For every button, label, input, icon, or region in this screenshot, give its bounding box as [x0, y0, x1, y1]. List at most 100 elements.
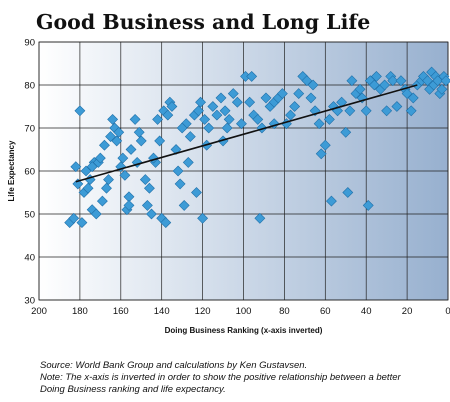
data-point [422, 75, 433, 87]
data-point [182, 156, 194, 168]
data-point [178, 199, 190, 211]
data-point [371, 70, 382, 82]
data-point [305, 92, 317, 104]
data-point [387, 75, 399, 87]
gridlines [38, 41, 449, 301]
x-tick-label: 100 [236, 306, 252, 317]
data-point [123, 199, 135, 211]
data-point [144, 182, 155, 194]
data-point [154, 135, 166, 147]
data-point [160, 217, 172, 229]
data-point [342, 187, 354, 198]
data-point [405, 105, 417, 117]
data-point [82, 182, 94, 194]
trend-line [75, 84, 418, 183]
data-point [107, 113, 119, 125]
data-point [368, 79, 380, 91]
data-point [125, 144, 137, 155]
data-point [301, 75, 313, 87]
data-point [307, 79, 319, 91]
data-point [344, 105, 356, 117]
data-point [313, 118, 325, 130]
data-point [207, 101, 219, 112]
data-point [76, 217, 88, 229]
data-point [223, 113, 235, 125]
y-axis: 30 40 50 60 70 80 90 [24, 38, 35, 307]
y-tick-label: 30 [24, 296, 35, 307]
data-point [391, 101, 403, 112]
x-tick-label: 0 [445, 306, 450, 317]
data-point [193, 105, 204, 117]
data-point [236, 118, 247, 130]
data-point [260, 92, 272, 104]
data-point [113, 126, 125, 138]
data-point [96, 195, 108, 207]
y-axis-label: Life Expectancy [7, 140, 16, 201]
data-point [203, 122, 215, 134]
data-point [74, 105, 86, 117]
data-point [293, 88, 305, 100]
data-point [86, 161, 98, 173]
axis-note-line2: Doing Business ranking and life expectan… [40, 384, 226, 395]
x-tick-label: 120 [195, 306, 211, 317]
data-point [141, 199, 153, 211]
data-point [139, 174, 151, 186]
data-point [199, 113, 211, 125]
data-point [135, 135, 147, 147]
data-point [211, 109, 223, 121]
data-point [440, 75, 450, 87]
data-point [68, 212, 80, 224]
data-point [246, 70, 258, 82]
x-tick-label: 180 [72, 306, 88, 317]
data-point [221, 122, 233, 134]
data-point [72, 178, 84, 190]
data-point [133, 126, 145, 138]
x-tick-label: 40 [361, 306, 372, 317]
x-axis-label: Doing Business Ranking (x-axis inverted) [165, 326, 323, 335]
y-tick-label: 90 [24, 38, 35, 49]
y-tick-label: 40 [24, 253, 35, 264]
data-point [276, 88, 288, 100]
x-tick-label: 140 [154, 306, 170, 317]
data-point [436, 83, 448, 95]
data-point [323, 113, 335, 125]
x-tick-label: 60 [320, 306, 331, 317]
data-point [101, 182, 112, 194]
data-point [227, 88, 239, 100]
y-tick-label: 50 [24, 210, 35, 221]
data-point [80, 165, 92, 177]
x-tick-label: 20 [402, 306, 413, 317]
data-point [432, 75, 444, 87]
x-axis: 200 180 160 140 120 100 80 60 40 20 0 [31, 306, 450, 317]
data-point [94, 152, 106, 164]
data-point [111, 135, 123, 147]
x-tick-label: 80 [279, 306, 290, 317]
y-tick-label: 60 [24, 167, 35, 178]
data-point [184, 131, 196, 143]
axis-note-line1: Note: The x-axis is inverted in order to… [40, 372, 401, 383]
data-point [252, 113, 264, 125]
data-point [219, 105, 231, 117]
data-point [354, 83, 366, 95]
data-point [340, 126, 352, 138]
data-point [191, 187, 202, 198]
data-point [105, 131, 116, 143]
data-point [289, 101, 301, 112]
data-point [379, 79, 391, 91]
data-point [319, 139, 331, 151]
data-point [346, 75, 358, 87]
y-tick-label: 80 [24, 81, 35, 92]
data-point [174, 178, 186, 190]
data-point [395, 75, 407, 87]
y-tick-label: 70 [24, 124, 35, 135]
x-tick-label: 200 [31, 306, 47, 317]
data-point [172, 165, 184, 177]
data-point [117, 152, 129, 164]
data-point [401, 88, 413, 100]
data-point [195, 96, 206, 108]
data-point [326, 195, 337, 207]
data-point [362, 199, 374, 211]
data-point [254, 212, 266, 224]
data-point [152, 113, 164, 125]
data-point [176, 122, 188, 134]
